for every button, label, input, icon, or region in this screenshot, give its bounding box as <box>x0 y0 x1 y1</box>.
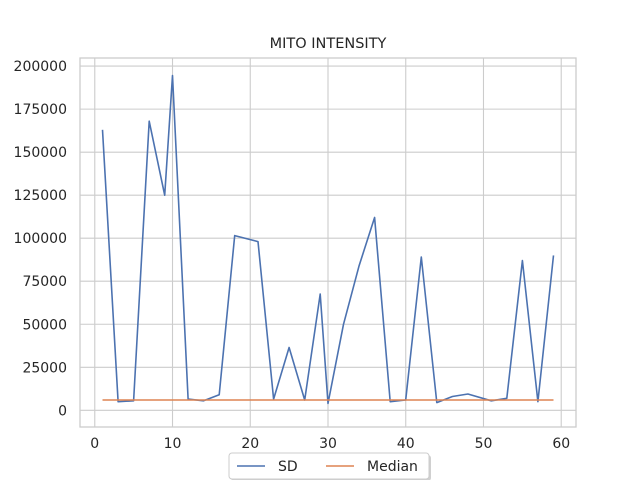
y-tick-label: 200000 <box>14 59 67 75</box>
x-tick-label: 20 <box>241 436 259 452</box>
y-tick-label: 75000 <box>22 274 67 290</box>
legend-label-median: Median <box>367 459 418 475</box>
y-tick-label: 25000 <box>22 360 67 376</box>
y-tick-label: 50000 <box>22 317 67 333</box>
y-tick-label: 0 <box>58 403 67 419</box>
plot-area <box>101 74 555 405</box>
x-tick-label: 0 <box>90 436 99 452</box>
chart-title: MITO INTENSITY <box>270 36 387 52</box>
plot-frame <box>79 57 577 428</box>
y-tick-label: 100000 <box>14 231 67 247</box>
grid <box>79 57 577 428</box>
x-tick-label: 40 <box>397 436 415 452</box>
x-tick-label: 50 <box>475 436 493 452</box>
y-tick-label: 125000 <box>14 188 67 204</box>
series-line-sd <box>101 74 555 405</box>
x-tick-label: 10 <box>164 436 182 452</box>
y-tick-label: 150000 <box>14 145 67 161</box>
x-tick-label: 60 <box>552 436 570 452</box>
tick-labels: 0 10 20 30 40 50 60 0 25000 50000 75000 100000 12500… <box>14 59 571 452</box>
legend: SD Median <box>228 452 431 480</box>
legend-label-sd: SD <box>278 459 298 475</box>
x-tick-label: 30 <box>319 436 337 452</box>
y-tick-label: 175000 <box>14 102 67 118</box>
